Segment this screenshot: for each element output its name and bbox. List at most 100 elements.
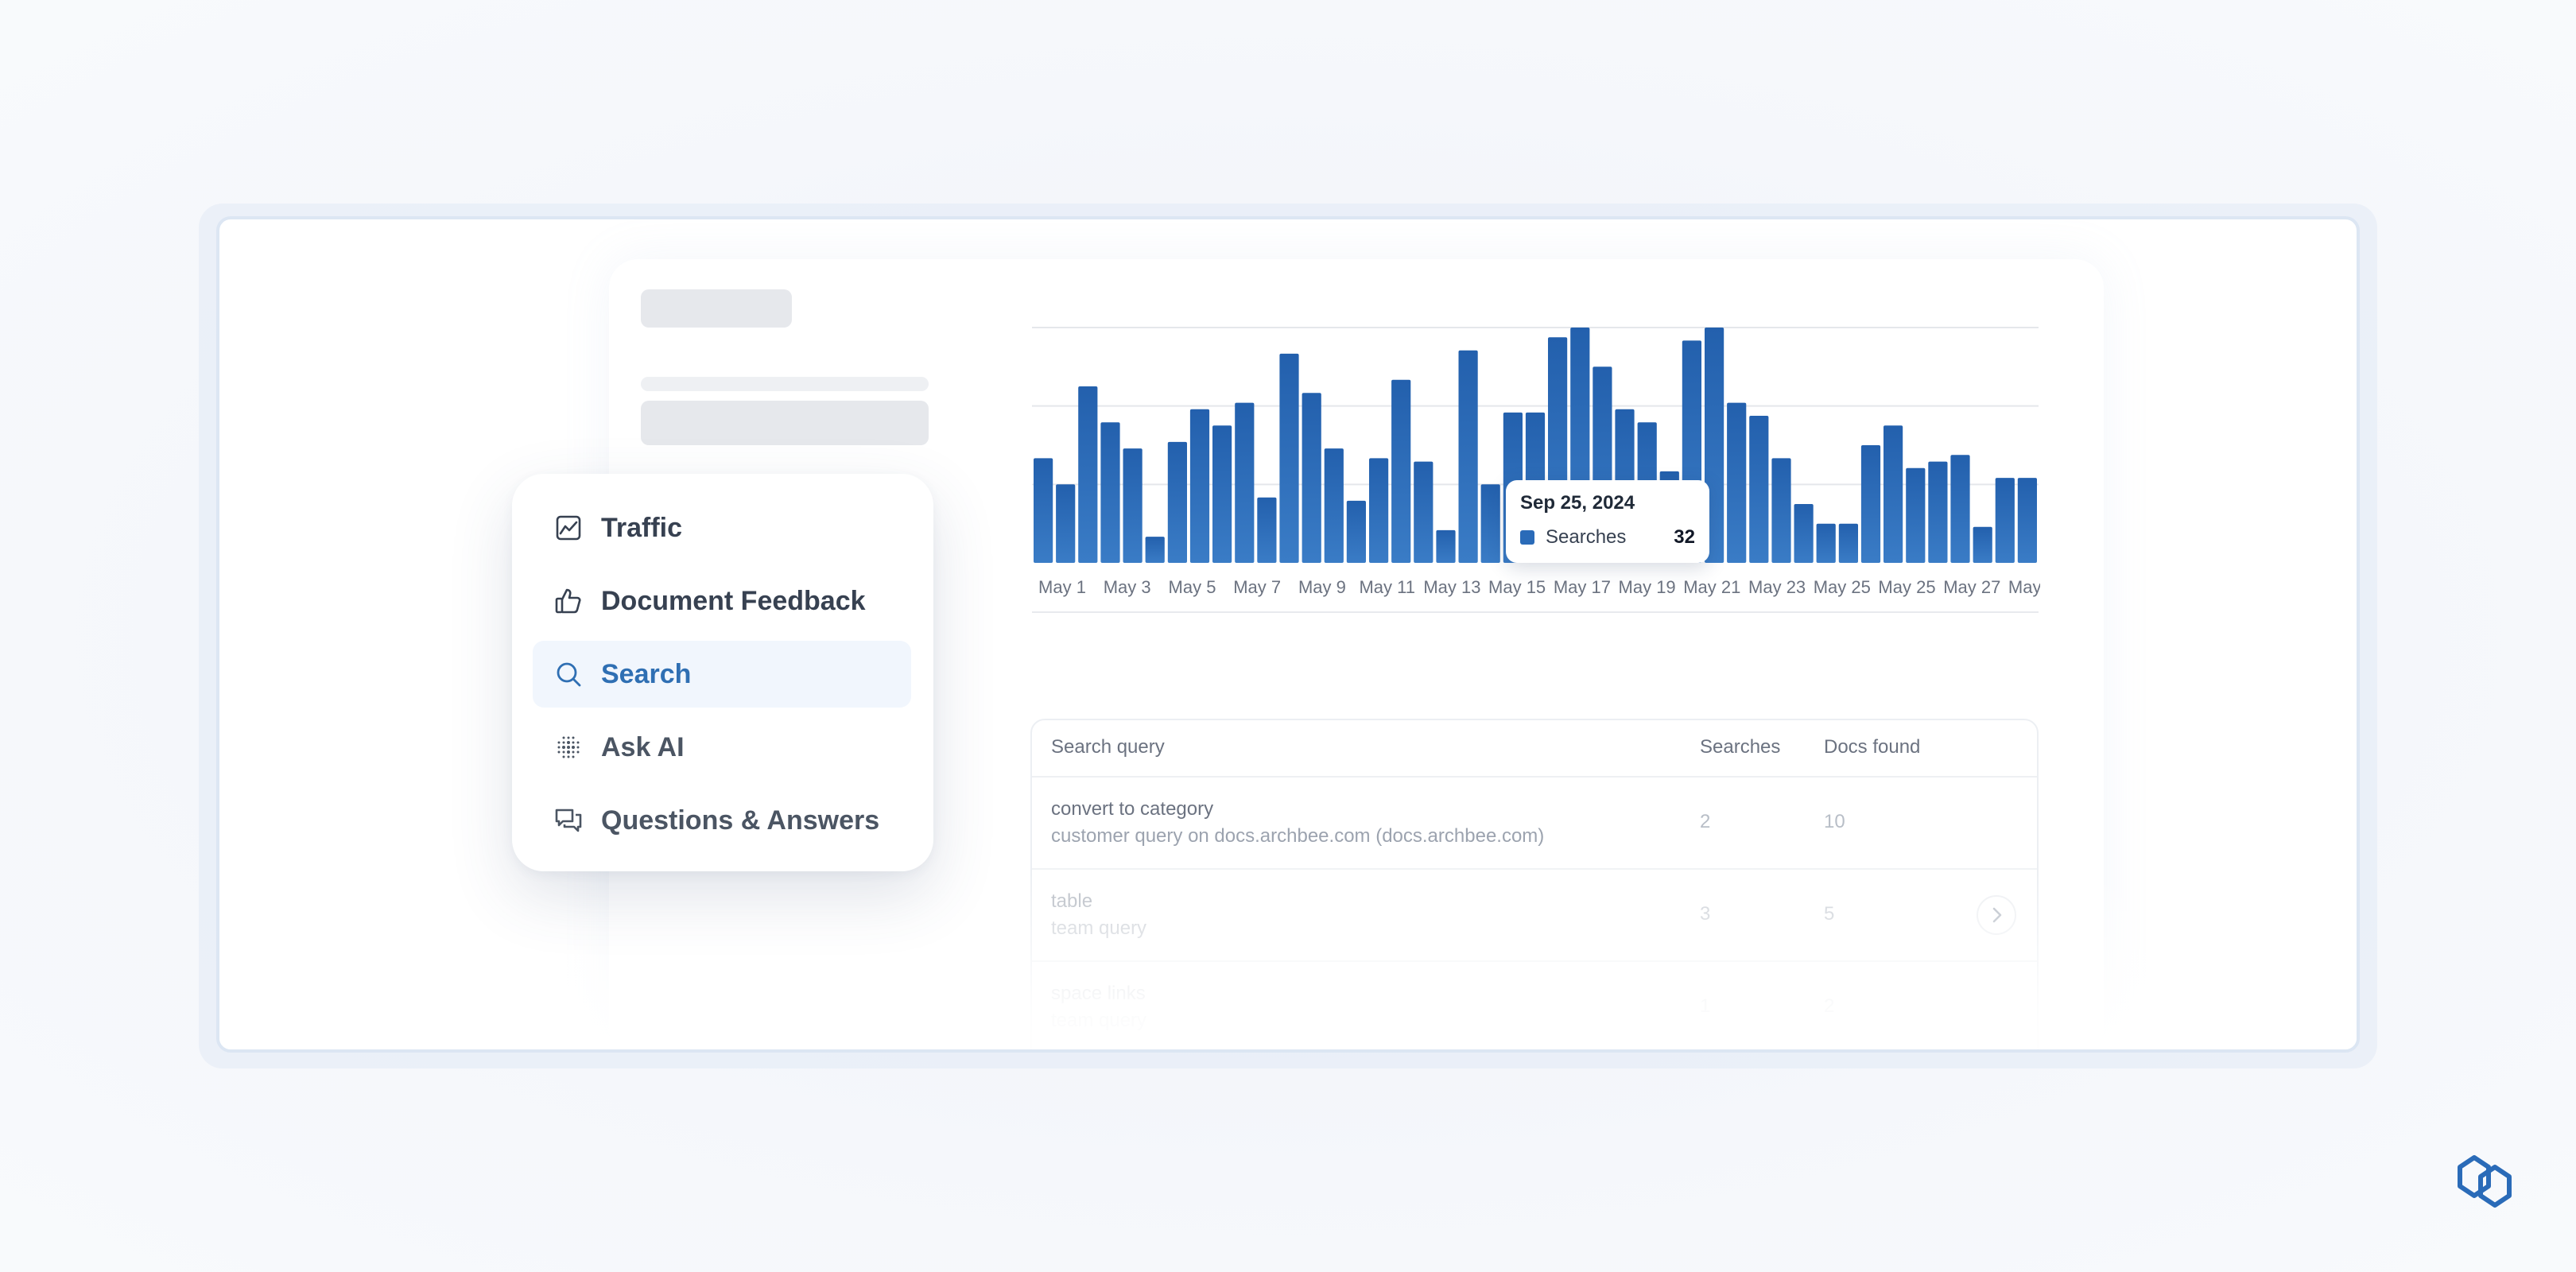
search-icon <box>557 662 581 687</box>
chevron-right-icon <box>1992 907 2002 923</box>
chart-bar[interactable] <box>1279 353 1299 563</box>
chart-line-icon <box>556 515 581 541</box>
chart-bar[interactable] <box>1056 484 1076 563</box>
x-tick-label: May 3 <box>1104 577 1151 597</box>
table-row[interactable]: convert to category customer query on do… <box>1032 776 2037 870</box>
searches-chart: May 1 May 3 May 5 May 7 May 9 May 11 May 13 May… <box>1030 323 2040 625</box>
menu-label-search: Search <box>601 658 692 689</box>
x-tick-label: May 19 <box>1619 577 1676 597</box>
table-header: Search query Searches Docs found <box>1032 720 2037 778</box>
table-row[interactable]: space links team query 1 2 <box>1032 960 2037 1049</box>
chart-bar[interactable] <box>1884 425 1903 563</box>
x-tick-label: May 21 <box>1683 577 1740 597</box>
chart-bar[interactable] <box>1257 497 1277 563</box>
chart-bar[interactable] <box>1794 504 1814 563</box>
table-row[interactable]: table team query 3 5 <box>1032 868 2037 962</box>
ai-dots-icon <box>557 736 580 758</box>
tooltip-series-swatch <box>1520 530 1534 545</box>
menu-label-questions-answers: Questions & Answers <box>601 805 880 836</box>
chart-bar[interactable] <box>1346 500 1366 563</box>
chart-bar[interactable] <box>1838 523 1858 563</box>
chart-bar[interactable] <box>1391 379 1411 563</box>
chart-bar[interactable] <box>1749 416 1769 563</box>
chart-bar[interactable] <box>1078 386 1098 563</box>
tooltip-date: Sep 25, 2024 <box>1520 492 1635 514</box>
x-tick-label: May 29 <box>2008 577 2040 597</box>
query-docs-found: 2 <box>1824 995 1835 1017</box>
chart-bar[interactable] <box>1458 350 1478 563</box>
chart-bar[interactable] <box>1100 422 1120 563</box>
query-searches: 2 <box>1700 811 1711 832</box>
chart-bar[interactable] <box>1414 461 1433 563</box>
chart-bar[interactable] <box>1771 458 1791 563</box>
x-tick-label: May 11 <box>1359 577 1415 597</box>
thumbs-up-icon <box>555 588 581 614</box>
skeleton-line <box>641 377 929 391</box>
chart-bar[interactable] <box>1480 484 1500 563</box>
header-searches[interactable]: Searches <box>1700 736 1781 758</box>
chart-bar[interactable] <box>1189 409 1210 563</box>
chart-bar[interactable] <box>1906 467 1926 563</box>
x-tick-label: May 9 <box>1298 577 1346 597</box>
menu-label-traffic: Traffic <box>601 512 683 543</box>
chat-bubbles-icon <box>555 809 582 832</box>
menu-item-search[interactable]: Search <box>533 641 911 708</box>
chart-bar[interactable] <box>1973 526 1992 563</box>
chart-bar[interactable] <box>2017 478 2037 563</box>
x-tick-label: May 7 <box>1233 577 1281 597</box>
chart-bar[interactable] <box>1212 425 1232 563</box>
query-title: table <box>1051 890 1093 912</box>
x-tick-label: May 5 <box>1169 577 1216 597</box>
search-queries-table: Search query Searches Docs found convert… <box>1030 719 2039 1049</box>
x-tick-label: May 25 <box>1878 577 1935 597</box>
skeleton-title <box>641 289 792 328</box>
header-docs-found[interactable]: Docs found <box>1824 736 1921 758</box>
x-tick-label: May 23 <box>1748 577 1806 597</box>
header-search-query[interactable]: Search query <box>1051 736 1165 758</box>
menu-item-traffic[interactable]: Traffic <box>533 494 911 561</box>
chart-bar[interactable] <box>1235 402 1255 563</box>
x-tick-label: May 25 <box>1814 577 1871 597</box>
query-subtitle: team query <box>1051 917 1147 939</box>
chart-bar[interactable] <box>1369 458 1389 563</box>
chart-bar[interactable] <box>1123 448 1143 563</box>
x-tick-label: May 13 <box>1423 577 1480 597</box>
menu-label-document-feedback: Document Feedback <box>601 585 866 616</box>
chart-tooltip: Sep 25, 2024 Searches 32 <box>1506 480 1709 563</box>
chart-bar[interactable] <box>1034 458 1053 563</box>
menu-item-questions-answers[interactable]: Questions & Answers <box>533 787 911 854</box>
chart-bar[interactable] <box>1705 328 1724 563</box>
chart-bar[interactable] <box>1816 523 1836 563</box>
tooltip-series-label: Searches <box>1546 526 1627 548</box>
chart-bar[interactable] <box>1928 461 1948 563</box>
menu-item-document-feedback[interactable]: Document Feedback <box>533 568 911 634</box>
chart-bar[interactable] <box>1860 445 1881 563</box>
query-title: space links <box>1051 983 1146 1004</box>
tooltip-value: 32 <box>1674 526 1695 548</box>
chart-bar[interactable] <box>1950 455 1970 563</box>
query-docs-found: 10 <box>1824 811 1845 832</box>
query-title: convert to category <box>1051 798 1214 820</box>
query-searches: 3 <box>1700 903 1711 925</box>
query-subtitle: customer query on docs.archbee.com (docs… <box>1051 825 1545 847</box>
query-docs-found: 5 <box>1824 903 1835 925</box>
row-open-button[interactable] <box>1977 895 2016 935</box>
x-tick-label: May 27 <box>1943 577 2000 597</box>
menu-item-ask-ai[interactable]: Ask AI <box>533 714 911 781</box>
chart-bar[interactable] <box>1727 402 1747 563</box>
chart-bar[interactable] <box>1167 441 1187 563</box>
chart-bar[interactable] <box>1436 529 1456 563</box>
skeleton-block <box>641 401 929 445</box>
analytics-menu: Traffic Document Feedback Search Ask AI … <box>512 474 933 871</box>
chart-bar[interactable] <box>1302 393 1321 563</box>
archbee-logo-icon <box>2458 1155 2512 1208</box>
chart-bar[interactable] <box>1145 537 1165 563</box>
query-searches: 1 <box>1700 995 1711 1017</box>
chart-bar[interactable] <box>1324 448 1344 563</box>
x-tick-label: May 1 <box>1038 577 1086 597</box>
x-tick-label: May 15 <box>1488 577 1546 597</box>
menu-label-ask-ai: Ask AI <box>601 731 685 762</box>
query-subtitle: team query <box>1051 1010 1147 1031</box>
bar-chart-svg: May 1 May 3 May 5 May 7 May 9 May 11 May 13 May… <box>1032 327 2040 613</box>
chart-bar[interactable] <box>1995 478 2015 563</box>
